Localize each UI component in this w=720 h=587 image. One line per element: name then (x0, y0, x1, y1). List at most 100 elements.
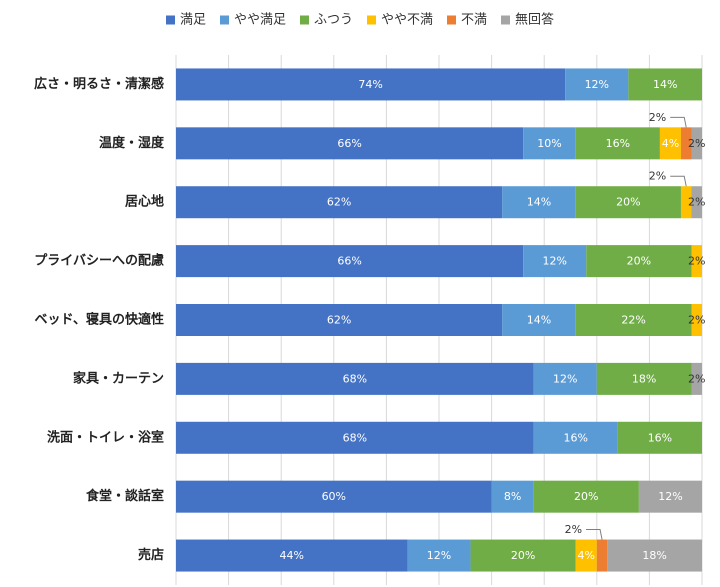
legend-label: 無回答 (515, 12, 554, 28)
bar-value-label: 62% (327, 196, 351, 209)
bar-value-label: 2% (688, 196, 705, 209)
bar-value-label: 16% (606, 137, 630, 150)
callouts: 2% 2% 2% (565, 111, 687, 540)
bar-value-label: 12% (553, 372, 577, 385)
category-label: プライバシーへの配慮 (34, 253, 164, 269)
bar-segment (628, 68, 702, 101)
bar-value-label: 14% (527, 314, 551, 327)
bar-value-label: 20% (574, 490, 598, 503)
bar-segment (586, 245, 692, 278)
bar-value-label: 20% (627, 255, 651, 268)
bar-segment (575, 539, 597, 572)
legend-label: やや不満 (381, 13, 433, 28)
bar-segment (502, 186, 576, 219)
callout-leader-line (670, 175, 687, 187)
bar-segment (691, 245, 702, 278)
bar-segment (607, 539, 702, 572)
callout-label: 2% (649, 170, 666, 183)
bar-value-label: 4% (662, 137, 679, 150)
bar-segment (470, 539, 576, 572)
bar-segment (638, 480, 702, 513)
bar-segment (502, 304, 576, 336)
bar-value-label: 2% (688, 137, 705, 150)
bar-segment (176, 480, 492, 513)
bar-segment (596, 539, 608, 572)
bar-value-label: 44% (279, 549, 303, 562)
bar-value-label: 12% (585, 78, 609, 91)
data-labels: 74% 12% 14%66% 10% 16% 4% 2%62% 14% 20% 2%66% 12% 2… (279, 78, 705, 562)
legend-label: 不満 (461, 13, 487, 28)
legend-swatch (367, 15, 376, 25)
bar-segment (575, 186, 681, 219)
bar-segment (176, 362, 534, 395)
bar-value-label: 62% (327, 314, 351, 327)
bar-value-label: 20% (616, 196, 640, 209)
bar-segment (176, 245, 524, 278)
bar-segment (533, 362, 597, 395)
bar-value-label: 20% (511, 549, 535, 562)
bar-value-label: 66% (337, 255, 361, 268)
bar-segment (523, 245, 587, 278)
category-label: 居心地 (125, 194, 164, 210)
category-label: ベッド、寝具の快適性 (35, 312, 164, 328)
bar-segment (680, 186, 692, 219)
legend-label: 満足 (180, 13, 206, 28)
category-labels: 広さ・明るさ・清潔感温度・湿度居心地プライバシーへの配慮ベッド、寝具の快適性家具… (34, 76, 165, 563)
bar-value-label: 68% (343, 372, 367, 385)
bar-value-label: 74% (358, 78, 382, 91)
bar-value-label: 12% (427, 549, 451, 562)
bar-segment (176, 421, 534, 454)
bar-value-label: 4% (578, 549, 595, 562)
bar-value-label: 2% (688, 255, 705, 268)
bar-segment (691, 186, 702, 219)
bar-value-label: 12% (658, 490, 682, 503)
callout-label: 2% (565, 523, 582, 536)
legend-label: ふつう (314, 13, 353, 28)
bar-value-label: 14% (653, 78, 677, 91)
bar-value-label: 18% (632, 372, 656, 385)
bar-segment (680, 127, 692, 160)
bar-segment (691, 127, 702, 160)
bar-segment (176, 304, 503, 336)
category-label: 売店 (138, 547, 164, 563)
callout-leader-line (586, 529, 603, 540)
bar-segment (596, 362, 692, 395)
callout-leader-line (670, 116, 687, 128)
bar-segment (491, 480, 534, 513)
legend-swatch (501, 15, 510, 25)
bar-value-label: 16% (564, 431, 588, 444)
category-label: 家具・カーテン (73, 370, 164, 386)
bar-value-label: 12% (542, 255, 566, 268)
bar-segment (523, 127, 576, 160)
bar-value-label: 66% (337, 137, 361, 150)
bar-value-label: 60% (322, 490, 346, 503)
bar-segment (565, 68, 629, 101)
bar-segment (617, 421, 702, 454)
bar-segment (691, 362, 702, 395)
bar-value-label: 2% (688, 372, 705, 385)
bar-value-label: 10% (537, 137, 561, 150)
category-label: 温度・湿度 (99, 135, 165, 151)
bar-value-label: 22% (621, 314, 645, 327)
bar-segment (176, 68, 566, 101)
legend-label: やや満足 (234, 13, 286, 28)
bar-value-label: 8% (504, 490, 521, 503)
category-label: 広さ・明るさ・清潔感 (34, 76, 164, 92)
bar-segment (176, 186, 503, 219)
callout-label: 2% (649, 111, 666, 124)
bar-value-label: 16% (648, 431, 672, 444)
legend-swatch (300, 15, 309, 25)
bar-segment (659, 127, 681, 160)
legend: 満足 やや満足 ふつう やや不満 不満 無回答 (166, 12, 554, 28)
bar-segment (575, 304, 692, 336)
bar-value-label: 14% (527, 196, 551, 209)
legend-swatch (220, 15, 229, 25)
bar-segment (176, 539, 408, 572)
category-label: 食堂・談話室 (86, 488, 164, 504)
bar-segment (533, 421, 618, 454)
legend-swatch (447, 15, 456, 25)
bar-segment (575, 127, 660, 160)
bar-segment (691, 304, 702, 336)
legend-swatch (166, 15, 175, 25)
